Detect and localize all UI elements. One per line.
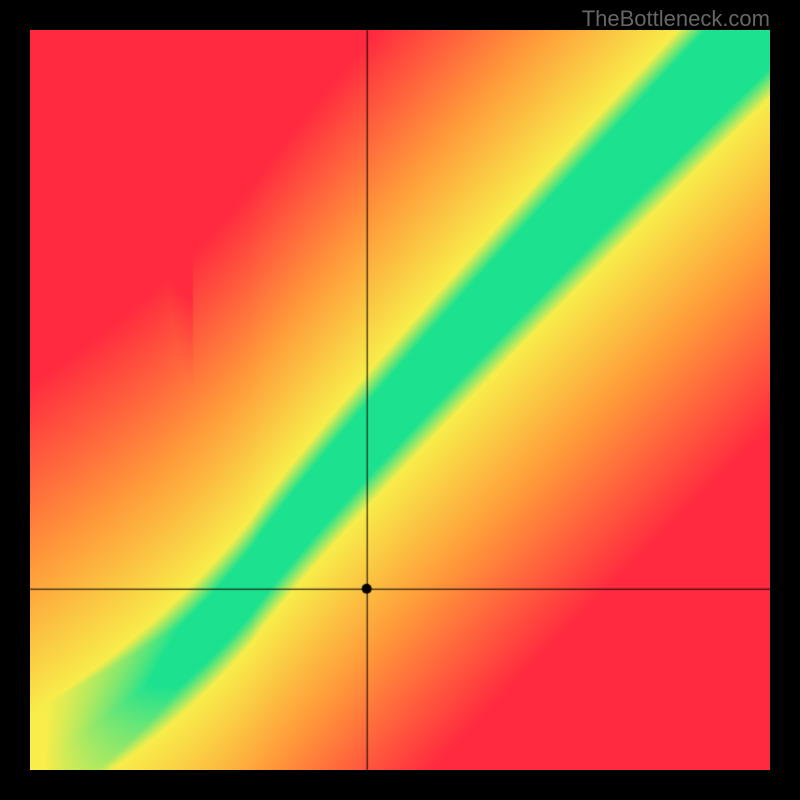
watermark-text: TheBottleneck.com [582, 6, 770, 32]
bottleneck-heatmap [30, 30, 770, 770]
chart-container: TheBottleneck.com [0, 0, 800, 800]
